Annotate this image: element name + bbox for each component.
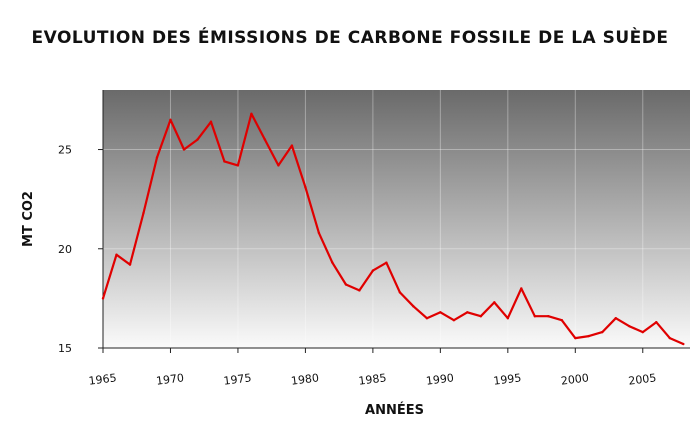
x-tick-label: 1995 [493,371,522,387]
data-point [317,231,321,235]
data-point [277,164,280,167]
grid-lines [103,90,690,348]
data-point [520,287,523,290]
data-point [304,186,307,189]
data-point [344,283,348,286]
plot-area [103,90,690,348]
axes [98,90,690,353]
data-point [358,289,361,292]
data-point [493,301,496,304]
data-point [236,164,240,167]
data-point [628,324,631,328]
chart-title: EVOLUTION DES ÉMISSIONS DE CARBONE FOSSI… [31,26,668,48]
x-tick-label: 1990 [425,371,454,387]
tick-labels: 1965 1970 1975 1980 1985 1990 1995 2000 2005 15 20… [58,144,657,388]
x-axis-label: ANNÉES [365,402,424,418]
data-point [614,317,617,320]
data-point [412,305,415,308]
data-point [142,211,145,215]
data-point [506,317,510,320]
data-point [398,291,402,294]
x-tick-label: 1980 [290,371,319,387]
x-tick-label: 1965 [88,371,117,387]
data-point [547,315,550,318]
data-point [155,156,159,159]
data-point [250,112,253,116]
series-layer [101,112,685,346]
data-point [223,160,226,163]
x-tick-label: 1985 [358,371,387,387]
y-tick-label: 25 [58,144,72,157]
y-axis-label: MT CO2 [21,191,36,247]
data-point [331,261,334,264]
data-point [128,263,132,266]
data-point [290,144,294,147]
data-point [439,311,442,314]
data-point [452,319,456,322]
data-point [101,297,105,300]
data-point [682,342,685,346]
x-tick-label: 2000 [560,371,589,387]
data-point [371,269,375,272]
y-tick-label: 15 [58,342,72,355]
data-point [641,330,644,334]
data-point [385,261,388,264]
data-point [479,315,483,318]
y-tick-label: 20 [58,243,72,256]
data-point [587,334,590,338]
data-point [466,311,469,314]
data-point [533,315,537,318]
data-point [668,336,671,340]
data-point [196,138,199,141]
data-point [209,120,213,123]
data-point [655,321,658,324]
data-point [115,253,118,256]
data-point [560,319,564,322]
data-point [169,118,172,121]
data-point [574,336,577,340]
series-line [101,112,685,346]
x-tick-label: 1975 [223,371,252,387]
data-point [263,138,267,141]
data-point [601,330,604,334]
data-point [425,317,429,320]
x-tick-label: 1970 [155,371,184,387]
data-point [182,148,186,151]
x-tick-label: 2005 [628,371,657,387]
